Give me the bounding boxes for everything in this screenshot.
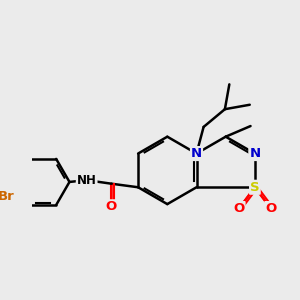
Text: H: H — [82, 174, 92, 187]
Text: Br: Br — [0, 190, 15, 202]
Text: S: S — [250, 181, 260, 194]
Text: N: N — [249, 147, 260, 160]
Text: NH: NH — [77, 174, 97, 187]
Text: O: O — [265, 202, 277, 215]
Text: O: O — [106, 200, 117, 213]
Text: O: O — [233, 202, 244, 215]
Text: N: N — [191, 147, 202, 160]
